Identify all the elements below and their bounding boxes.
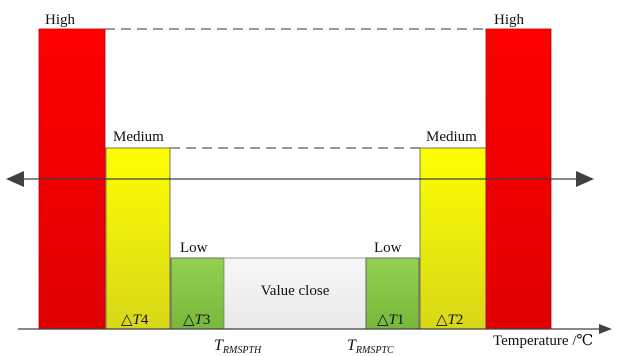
medium-bar-left [105, 147, 171, 330]
range-arrow-left-head [6, 171, 24, 187]
low-label-right: Low [374, 240, 402, 256]
threshold-rmsptc-label: TRMSPTC [347, 337, 394, 356]
value-close-label: Value close [261, 283, 330, 299]
high-label-right: High [494, 12, 525, 28]
delta-t3-label: △T3 [183, 312, 210, 328]
range-arrow-right-head [576, 171, 594, 187]
low-bar-left [170, 257, 225, 330]
threshold-rmspth-label: TRMSPTH [214, 337, 262, 356]
delta-t1-label: △T1 [377, 312, 404, 328]
delta-t2-label: △T2 [436, 312, 463, 328]
temperature-axis-label: Temperature /℃ [493, 333, 593, 349]
low-bar-right [365, 257, 420, 330]
temperature-axis-arrowhead [599, 324, 612, 334]
high-label-left: High [45, 12, 76, 28]
delta-t4-label: △T4 [121, 312, 149, 328]
medium-bar-right [419, 147, 487, 330]
medium-label-left: Medium [113, 129, 164, 145]
low-label-left: Low [180, 240, 208, 256]
medium-label-right: Medium [426, 129, 477, 145]
